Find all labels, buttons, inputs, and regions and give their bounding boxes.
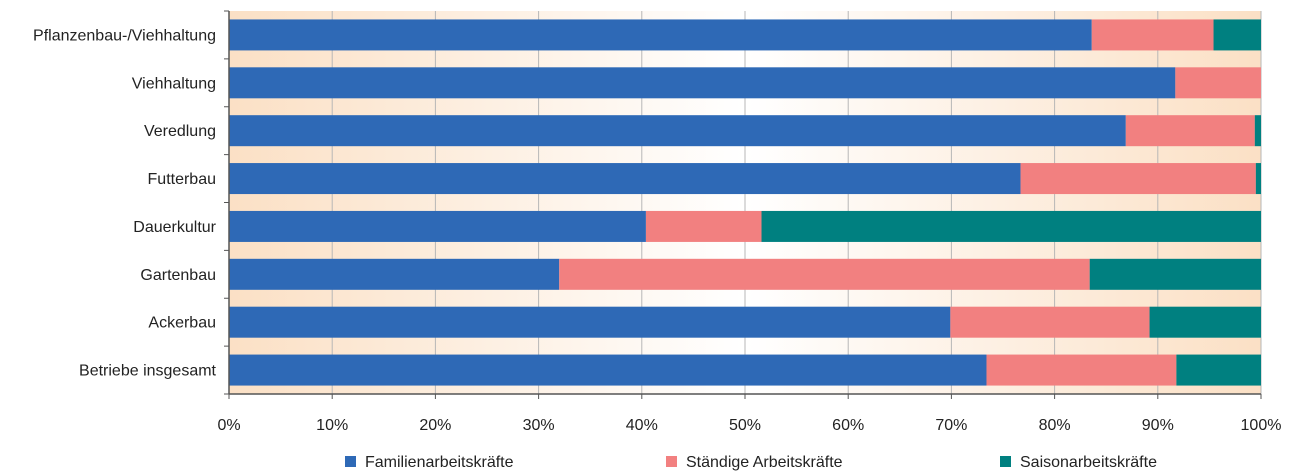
category-label: Ackerbau — [148, 315, 216, 332]
bar-segment — [229, 354, 987, 386]
legend-label: Ständige Arbeitskräfte — [686, 454, 843, 471]
bar-segment — [229, 115, 1126, 147]
bar-segment — [1020, 163, 1256, 195]
bar-segment — [986, 354, 1177, 386]
x-tick-label: 40% — [626, 417, 658, 434]
x-tick-label: 0% — [217, 417, 240, 434]
bar-segment — [229, 19, 1092, 51]
category-label: Betriebe insgesamt — [79, 363, 217, 380]
category-label: Dauerkultur — [133, 219, 216, 236]
x-tick-label: 70% — [935, 417, 967, 434]
x-tick-label: 50% — [729, 417, 761, 434]
bar-segment — [1091, 19, 1214, 51]
bar-segment — [229, 163, 1021, 195]
bar-segment — [1255, 163, 1261, 195]
legend-label: Familienarbeitskräfte — [365, 454, 514, 471]
axes — [224, 10, 1262, 399]
legend-label: Saisonarbeitskräfte — [1020, 454, 1157, 471]
legend-swatch — [1000, 456, 1011, 467]
bar-segment — [1089, 258, 1261, 290]
legend: Familienarbeitskräfte Ständige Arbeitskrä… — [345, 454, 1157, 471]
bar-segment — [1176, 354, 1261, 386]
x-tick-label: 100% — [1241, 417, 1282, 434]
bar-segment — [1254, 115, 1261, 147]
bar-segment — [559, 258, 1090, 290]
bar-segment — [761, 210, 1261, 242]
x-tick-label: 60% — [832, 417, 864, 434]
x-tick-label: 90% — [1142, 417, 1174, 434]
bar-segment — [229, 258, 560, 290]
bar-segment — [645, 210, 762, 242]
bar-segment — [950, 306, 1150, 338]
bars — [229, 19, 1261, 386]
bar-segment — [229, 210, 646, 242]
bar-segment — [229, 67, 1176, 99]
category-label: Pflanzenbau-/Viehhaltung — [33, 27, 216, 44]
category-labels: Pflanzenbau-/Viehhaltung Viehhaltung Vere… — [33, 27, 217, 379]
x-tick-label: 20% — [419, 417, 451, 434]
x-tick-label: 30% — [523, 417, 555, 434]
category-label: Gartenbau — [140, 267, 216, 284]
x-tick-label: 10% — [316, 417, 348, 434]
bar-segment — [1149, 306, 1261, 338]
bar-segment — [1213, 19, 1261, 51]
legend-swatch — [345, 456, 356, 467]
bar-segment — [1125, 115, 1255, 147]
category-label: Viehhaltung — [132, 75, 216, 92]
legend-swatch — [666, 456, 677, 467]
category-label: Veredlung — [144, 123, 216, 140]
bar-segment — [1175, 67, 1261, 99]
category-label: Futterbau — [148, 171, 216, 188]
x-tick-labels: 0% 10% 20% 30% 40% 50% 60% 70% 80% 90% 100% — [217, 417, 1281, 434]
bar-segment — [229, 306, 951, 338]
x-tick-label: 80% — [1039, 417, 1071, 434]
